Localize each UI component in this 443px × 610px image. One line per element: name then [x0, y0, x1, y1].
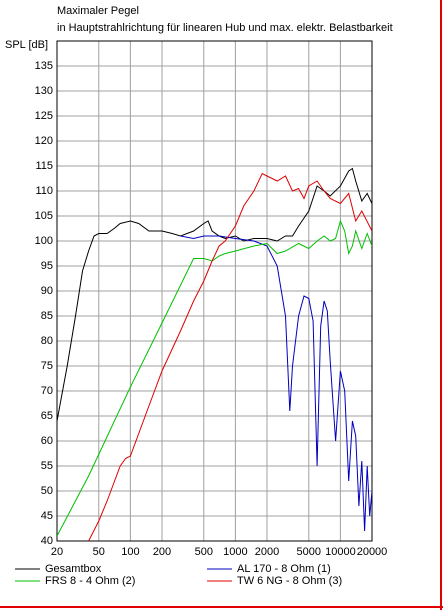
y-tick-label: 75: [41, 360, 53, 372]
y-tick-label: 85: [41, 310, 53, 322]
series-line: [88, 172, 372, 541]
y-tick-label: 65: [41, 410, 53, 422]
x-tick-label: 20000: [357, 546, 388, 558]
legend-label: AL 170 - 8 Ohm (1): [237, 563, 331, 575]
legend-label: TW 6 NG - 8 Ohm (3): [237, 575, 342, 587]
chart-subtitle: in Hauptstrahlrichtung für linearen Hub …: [57, 22, 393, 34]
x-tick-label: 5000: [297, 546, 321, 558]
y-tick-label: 60: [41, 435, 53, 447]
y-tick-label: 120: [35, 135, 53, 147]
y-tick-label: 110: [35, 185, 53, 197]
y-tick-label: 55: [41, 460, 53, 472]
y-tick-label: 100: [35, 235, 53, 247]
y-tick-label: 45: [41, 510, 53, 522]
y-tick-label: 95: [41, 260, 53, 272]
y-tick-label: 50: [41, 485, 53, 497]
chart-title: Maximaler Pegel: [57, 5, 139, 17]
x-tick-label: 100: [121, 546, 139, 558]
y-tick-label: 135: [35, 60, 53, 72]
y-axis-label: SPL [dB]: [5, 39, 48, 51]
x-tick-label: 50: [93, 546, 105, 558]
legend-label: Gesamtbox: [45, 563, 102, 575]
y-tick-label: 80: [41, 335, 53, 347]
y-tick-label: 105: [35, 210, 53, 222]
x-tick-label: 200: [153, 546, 171, 558]
x-tick-label: 20: [51, 546, 63, 558]
y-tick-label: 90: [41, 285, 53, 297]
x-tick-label: 10000: [325, 546, 356, 558]
y-tick-label: 115: [35, 160, 53, 172]
y-tick-label: 40: [41, 535, 53, 547]
y-tick-label: 130: [35, 85, 53, 97]
series-line: [57, 219, 372, 537]
plot-frame: [56, 40, 373, 542]
x-tick-label: 1000: [223, 546, 247, 558]
legend-label: FRS 8 - 4 Ohm (2): [45, 575, 135, 587]
y-tick-label: 70: [41, 385, 53, 397]
y-tick-label: 125: [35, 110, 53, 122]
x-tick-label: 2000: [255, 546, 279, 558]
series-line: [180, 235, 372, 532]
x-tick-label: 500: [195, 546, 213, 558]
